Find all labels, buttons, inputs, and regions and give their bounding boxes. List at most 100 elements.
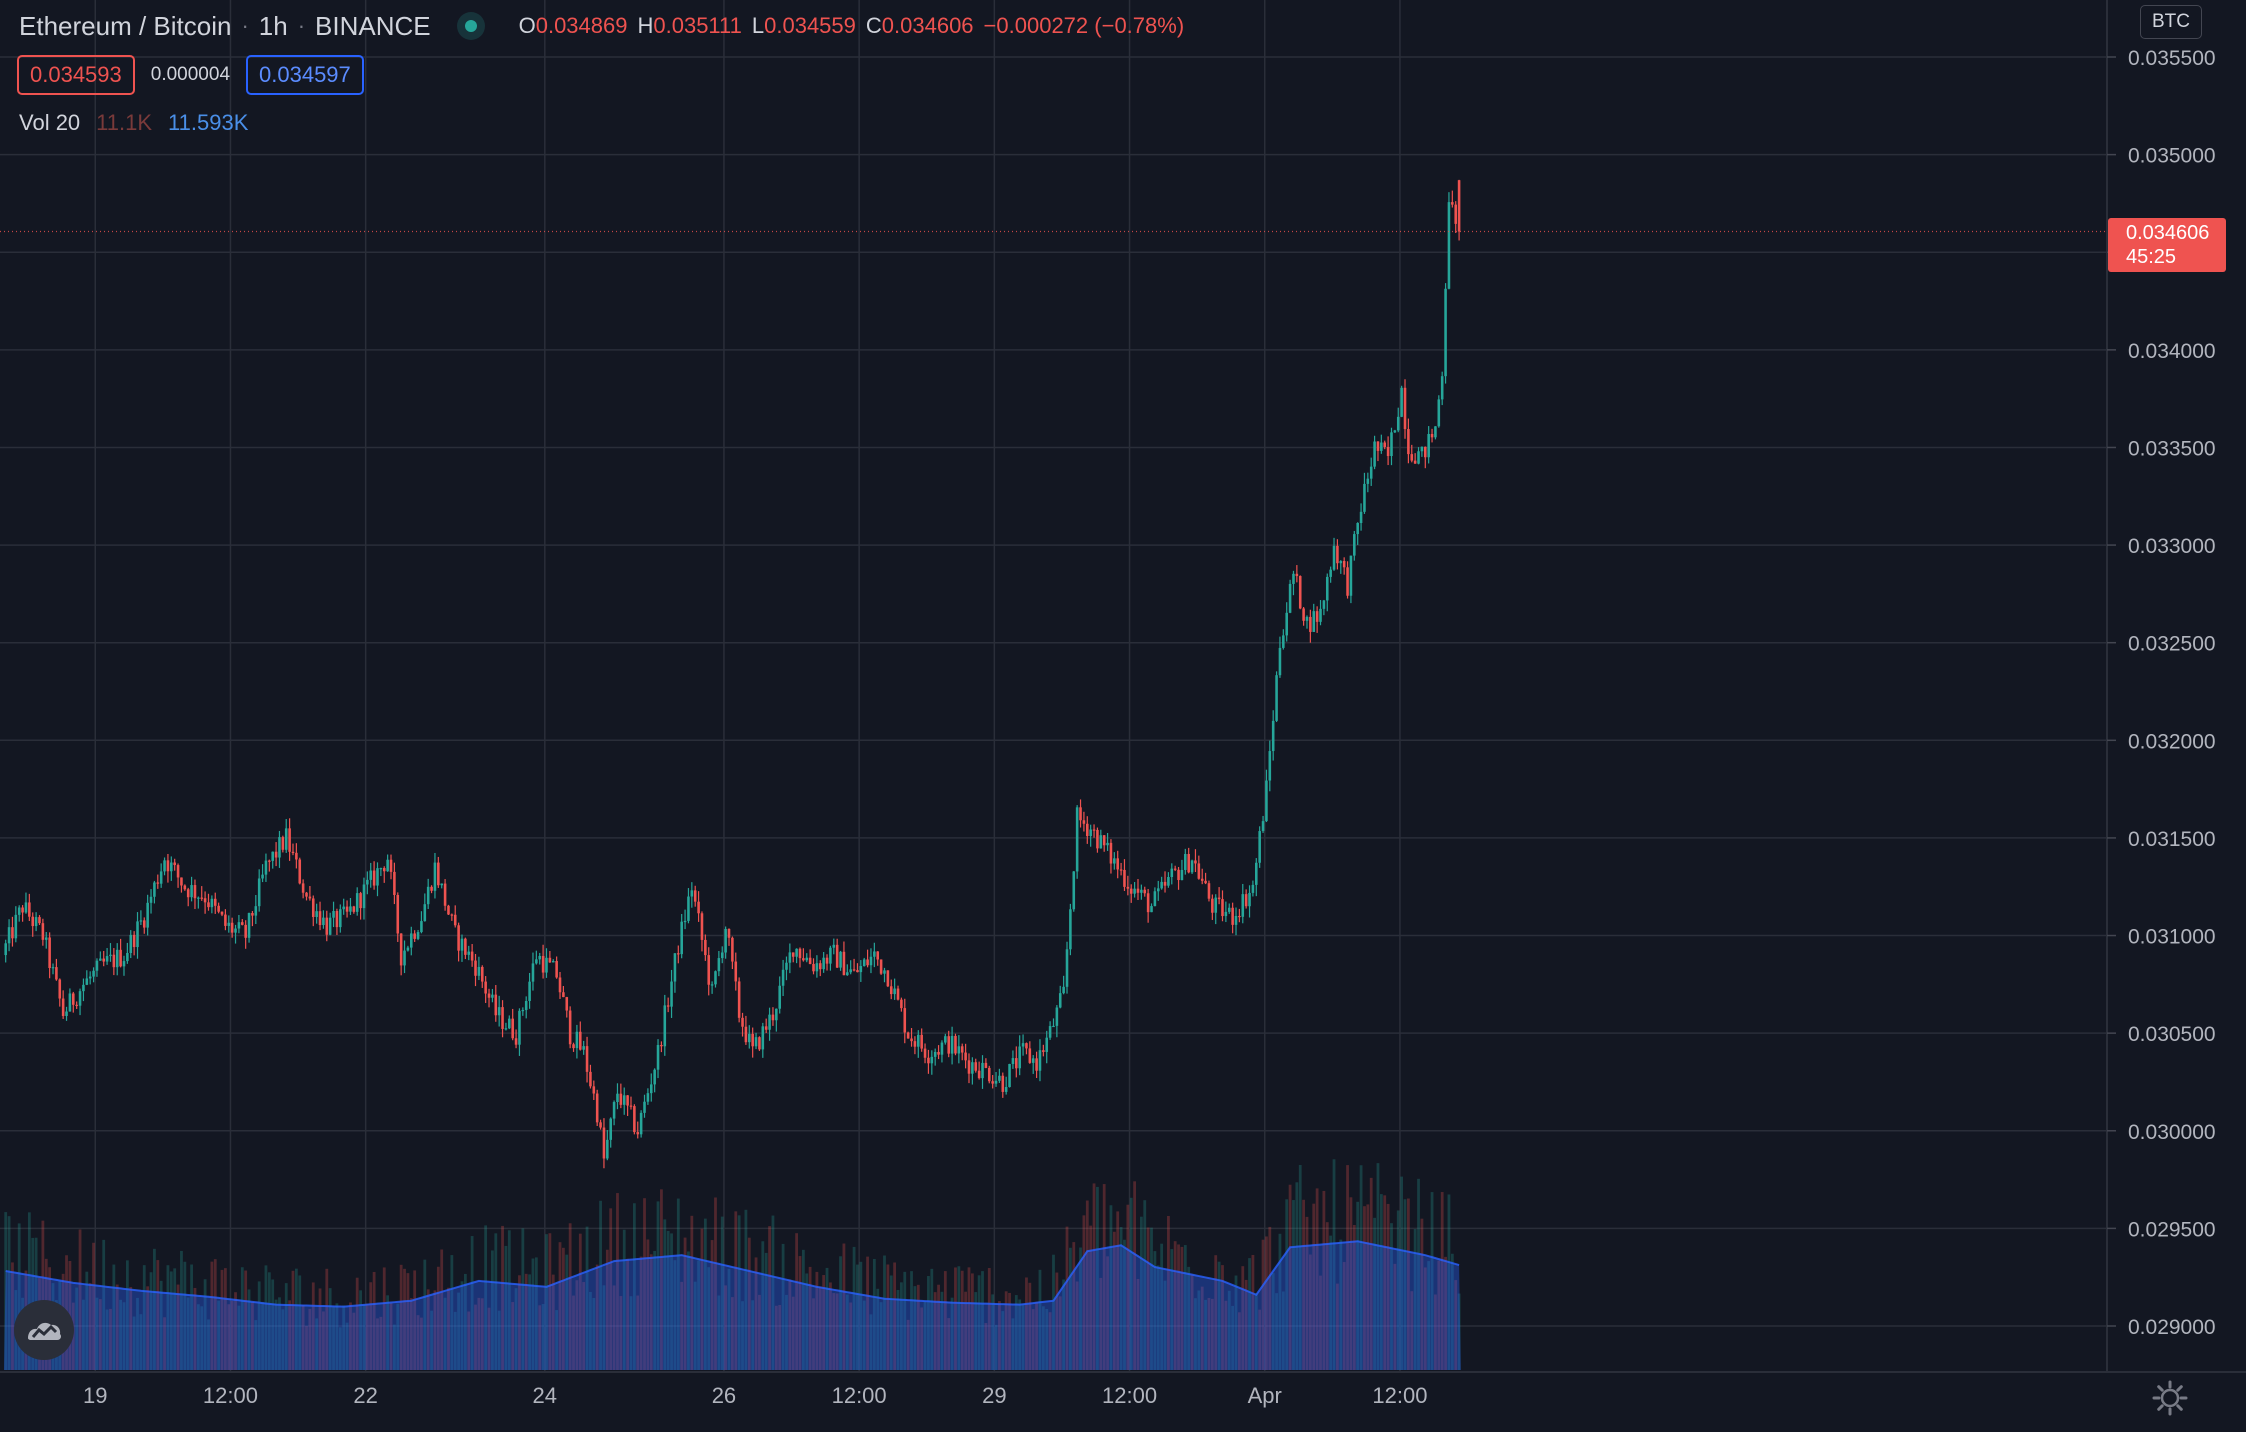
time-tick-label: 26 [712,1383,736,1408]
volume-bar [697,1260,700,1370]
candle-body [778,985,781,1009]
volume-bar [869,1314,873,1370]
candle-body [1133,888,1136,894]
candle-body [511,1018,514,1039]
volume-bar [203,1279,207,1370]
volume-bar [555,1310,559,1370]
volume-bar [1302,1199,1305,1370]
candle-body [727,928,731,938]
volume-bar [1390,1223,1393,1370]
volume-bar [1008,1292,1011,1370]
candle-body [92,970,95,977]
candle-body [720,952,724,959]
candle-body [38,917,41,924]
settings-gear-icon[interactable] [2150,1378,2190,1418]
volume-bar [852,1246,856,1370]
volume-legend[interactable]: Vol 20 11.1K 11.593K [19,110,248,136]
symbol-legend[interactable]: Ethereum / Bitcoin · 1h · BINANCE O0.034… [19,8,1184,44]
candle-body [278,837,281,858]
volume-bar [413,1270,417,1370]
candle-body [842,951,846,976]
candle-body [467,951,471,955]
volume-bar [1356,1201,1360,1370]
volume-bar [271,1279,275,1370]
candle-body [1413,460,1417,464]
currency-button[interactable]: BTC [2140,5,2202,39]
time-axis[interactable]: 19 12:00 22 24 26 12:00 29 12:00 Apr 12:00 [83,1383,1427,1408]
volume-bar [142,1265,146,1370]
volume-bar [75,1287,79,1370]
volume-bar [1396,1210,1400,1370]
candle-body [477,966,481,976]
candle-body [4,943,7,956]
candle-body [964,1052,967,1061]
volume-bar [1248,1258,1251,1370]
spread-value: 0.000004 [150,64,231,85]
candle-body [555,961,558,978]
volume-bar [1207,1297,1211,1370]
volume-bar [724,1285,728,1370]
volume-bar [643,1198,646,1370]
volume-bar [616,1193,619,1370]
candle-body [1427,433,1430,458]
market-status-icon[interactable] [456,12,485,40]
candle-body [1031,1058,1035,1063]
candle-body [913,1041,917,1047]
volume-bar [1069,1247,1072,1370]
candle-body [504,1028,508,1030]
candle-body [835,944,839,968]
volume-bar [355,1277,359,1370]
candle-body [933,1051,937,1057]
volume-bar [761,1241,765,1370]
volume-bar [484,1225,488,1370]
candle-body [1457,180,1461,232]
ask-price-box[interactable]: 0.034597 [246,55,364,95]
volume-bar [1457,1293,1461,1370]
symbol-name[interactable]: Ethereum / Bitcoin [19,10,232,41]
candle-body [1119,869,1123,871]
volume-bar [737,1215,741,1370]
volume-bar [1096,1186,1099,1370]
volume-bar [822,1275,826,1370]
candle-body [1042,1050,1045,1052]
price-tick-label: 0.033000 [2128,535,2216,558]
volume-bar [1089,1225,1093,1370]
bid-price-box[interactable]: 0.034593 [17,55,135,95]
candle-body [1065,949,1069,987]
candle-body [1021,1043,1025,1047]
candle-body [474,960,477,976]
candle-body [115,949,119,968]
volume-bar [470,1236,474,1370]
candle-body [687,896,690,921]
volume-bar [849,1302,853,1370]
candle-body [372,870,376,886]
volume-bar [1028,1282,1032,1370]
candle-body [1403,387,1407,430]
candle-body [981,1062,984,1079]
volume-bar [666,1230,670,1370]
volume-bar [1450,1253,1454,1370]
volume-bar [1308,1254,1312,1370]
volume-bar [27,1212,31,1370]
price-tick-label: 0.030000 [2128,1121,2216,1144]
volume-bar [629,1296,633,1370]
candle-body [1075,807,1079,872]
volume-bar [176,1284,180,1370]
volume-bar [166,1265,170,1370]
volume-bar [376,1318,379,1370]
candle-body [487,993,491,998]
candle-body [1106,842,1109,846]
tradingview-logo-icon[interactable] [14,1300,74,1360]
volume-bar [548,1233,552,1370]
volume-bar [227,1304,231,1370]
candle-body [72,993,75,1005]
interval-label[interactable]: 1h [258,10,288,41]
volume-bar [913,1286,917,1370]
candle-body [714,971,717,985]
candle-body [1211,898,1214,913]
candle-body [1302,608,1305,621]
volume-bar [247,1289,251,1370]
volume-bar [589,1291,592,1370]
volume-bar [17,1223,21,1370]
